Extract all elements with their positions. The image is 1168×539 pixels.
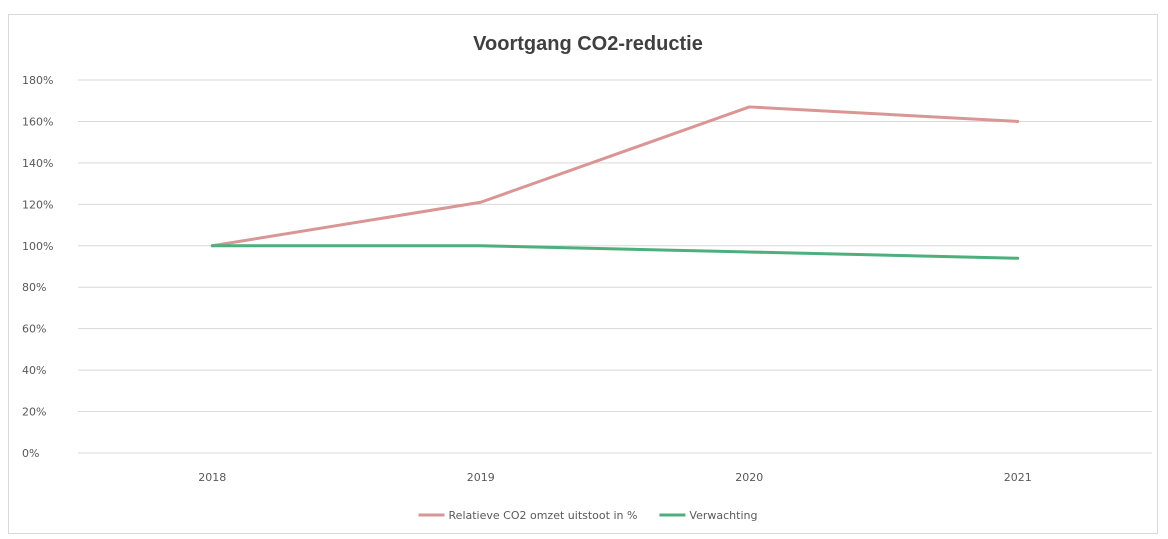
series-lines: [210, 105, 1020, 260]
y-tick-label: 140%: [22, 157, 53, 170]
x-axis-tick-labels: 2018 2019 2020 2021: [198, 471, 1032, 484]
legend-label: Relatieve CO2 omzet uitstoot in %: [449, 509, 638, 522]
y-tick-label: 160%: [22, 115, 53, 128]
y-tick-label: 20%: [22, 406, 46, 419]
y-axis-tick-labels: 0% 20% 40% 60% 80% 100% 120% 140% 160% 180%: [22, 74, 53, 460]
y-tick-label: 40%: [22, 364, 46, 377]
chart-title: Voortgang CO2-reductie: [473, 33, 703, 55]
legend-item: Verwachting: [659, 509, 757, 522]
y-tick-label: 0%: [22, 447, 39, 460]
y-tick-label: 80%: [22, 281, 46, 294]
x-tick-label: 2021: [1004, 471, 1032, 484]
x-tick-label: 2018: [198, 471, 226, 484]
y-tick-label: 60%: [22, 323, 46, 336]
legend-label: Verwachting: [689, 509, 757, 522]
x-tick-label: 2020: [735, 471, 763, 484]
y-tick-label: 100%: [22, 240, 53, 253]
gridlines: [78, 79, 1152, 454]
y-tick-label: 180%: [22, 74, 53, 87]
series-line-2: [210, 244, 1020, 260]
legend: Relatieve CO2 omzet uitstoot in % Verwach…: [418, 509, 757, 522]
y-tick-label: 120%: [22, 198, 53, 211]
legend-item: Relatieve CO2 omzet uitstoot in %: [418, 509, 638, 522]
series-line-1: [210, 105, 1020, 248]
x-tick-label: 2019: [467, 471, 495, 484]
chart-frame: [8, 14, 1158, 534]
